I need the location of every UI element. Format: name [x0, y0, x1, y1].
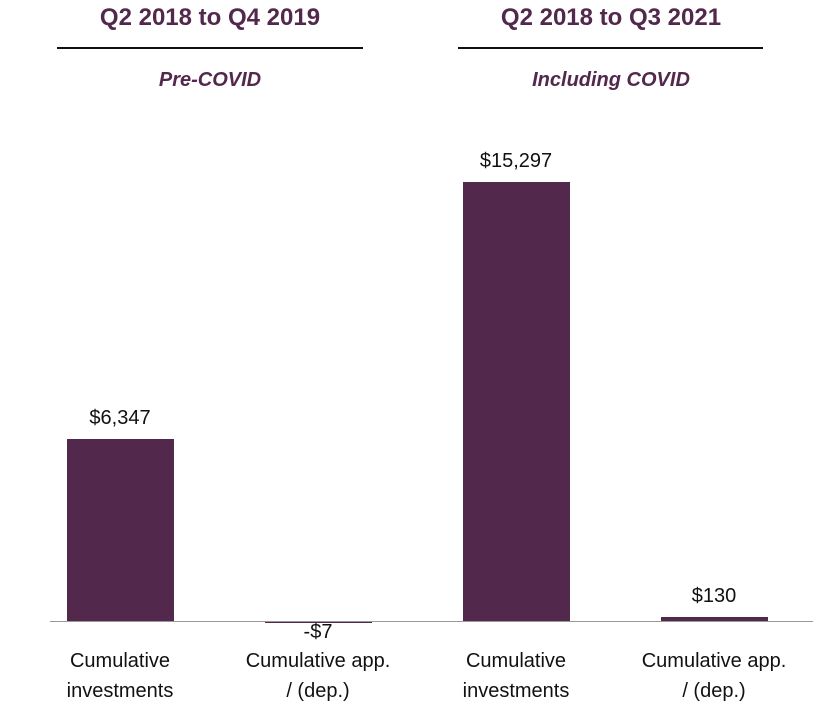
group-rule	[458, 47, 763, 49]
group-rule	[57, 47, 363, 49]
baseline	[50, 621, 813, 622]
value-label: $130	[691, 585, 737, 608]
category-label: Cumulative app. / (dep.)	[245, 650, 391, 702]
bar	[462, 182, 570, 621]
value-label: $6,347	[89, 406, 151, 429]
category-label: Cumulative app. / (dep.)	[641, 650, 787, 702]
value-label: -$7	[303, 621, 333, 643]
category-label: Cumulative investments	[66, 650, 174, 702]
value-label: $15,297	[479, 150, 553, 172]
group-title: Q2 2018 to Q4 2019	[99, 4, 321, 31]
bar	[264, 622, 372, 623]
group-subtitle: Pre-COVID	[158, 69, 262, 91]
category-label: Cumulative investments	[462, 650, 570, 702]
bar	[66, 438, 174, 621]
group-subtitle: Including COVID	[532, 69, 690, 91]
bar	[660, 617, 768, 621]
group-title: Q2 2018 to Q3 2021	[500, 4, 722, 31]
